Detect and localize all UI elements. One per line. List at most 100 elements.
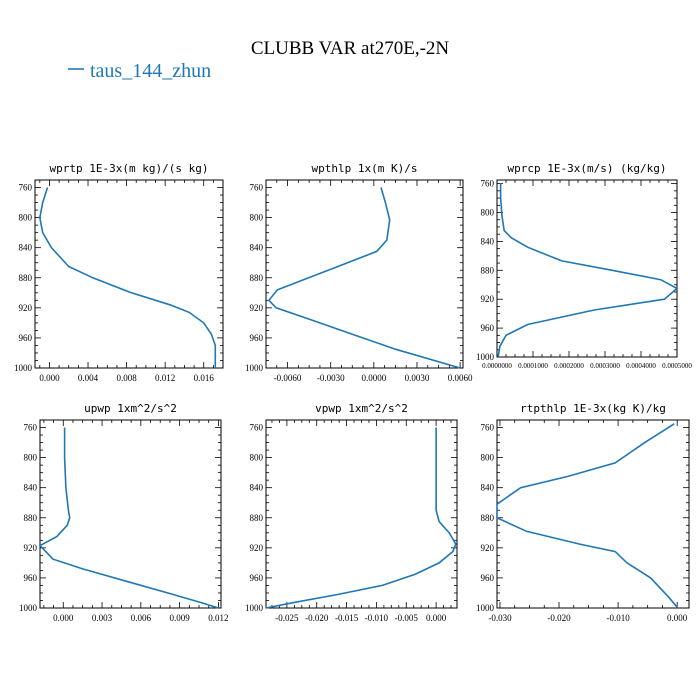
y-tick-label: 1000 xyxy=(14,363,33,373)
y-tick-label: 960 xyxy=(250,333,264,343)
y-tick-label: 1000 xyxy=(245,363,264,373)
legend: taus_144_zhun xyxy=(68,60,211,82)
y-tick-label: 760 xyxy=(481,423,495,433)
x-tick-label: 0.0004000 xyxy=(626,362,656,370)
series-line xyxy=(496,423,679,609)
y-tick-label: 920 xyxy=(19,303,33,313)
y-tick-label: 960 xyxy=(481,323,495,333)
panel-2: wpthlp 1x(m K)/s 760 800 840 880 920 960 1000 -0… xyxy=(245,162,473,383)
x-tick-label: -0.025 xyxy=(275,613,299,623)
panel-1: wprtp 1E-3x(m kg)/(s kg) 760 800 840 880 920 9… xyxy=(14,162,224,383)
y-tick-label: 880 xyxy=(24,513,38,523)
y-tick-label: 760 xyxy=(24,423,38,433)
panel-3: wprcp 1E-3x(m/s) (kg/kg) 760 800 840 880 920 9… xyxy=(476,162,692,370)
series-line xyxy=(38,187,217,368)
x-tick-label: 0.0002000 xyxy=(554,362,584,370)
panel-title: wprcp 1E-3x(m/s) (kg/kg) xyxy=(508,162,667,175)
y-tick-label: 960 xyxy=(24,573,38,583)
y-tick-label: 960 xyxy=(481,573,495,583)
x-tick-label: -0.0030 xyxy=(317,373,345,383)
x-tick-label: 0.0000 xyxy=(361,373,386,383)
plot-frame xyxy=(39,419,222,609)
y-tick-label: 960 xyxy=(250,573,264,583)
y-tick-label: 800 xyxy=(250,453,264,463)
plot-frame xyxy=(496,419,690,609)
x-tick-label: 0.008 xyxy=(116,373,137,383)
y-tick-label: 800 xyxy=(250,213,264,223)
x-tick-label: -0.010 xyxy=(606,613,630,623)
y-tick-label: 760 xyxy=(250,423,264,433)
y-tick-label: 1000 xyxy=(19,603,38,613)
x-tick-label: 0.006 xyxy=(131,613,152,623)
x-tick-label: 0.0000000 xyxy=(482,362,512,370)
plot-frame xyxy=(265,179,464,369)
x-tick-label: 0.000 xyxy=(53,613,74,623)
x-tick-label: 0.009 xyxy=(170,613,191,623)
panel-6: rtpthlp 1E-3x(kg K)/kg 760 800 840 880 920 960… xyxy=(476,402,690,623)
x-tick-label: 0.012 xyxy=(208,613,228,623)
y-tick-label: 880 xyxy=(250,273,264,283)
x-tick-label: 0.003 xyxy=(92,613,113,623)
panel-5: vpwp 1xm^2/s^2 760 800 840 880 920 960 1000 -0.0… xyxy=(245,402,458,623)
x-tick-label: 0.012 xyxy=(155,373,175,383)
y-tick-label: 840 xyxy=(481,236,495,246)
y-tick-label: 840 xyxy=(19,243,33,253)
y-tick-label: 880 xyxy=(19,273,33,283)
panel-title: vpwp 1xm^2/s^2 xyxy=(315,402,408,415)
x-tick-label: 0.0005000 xyxy=(662,362,692,370)
x-tick-label: -0.030 xyxy=(488,613,512,623)
series-line xyxy=(265,427,457,609)
series-line xyxy=(38,427,219,609)
y-tick-label: 840 xyxy=(24,483,38,493)
x-tick-label: -0.005 xyxy=(395,613,419,623)
y-tick-label: 760 xyxy=(19,183,33,193)
y-tick-label: 1000 xyxy=(245,603,264,613)
x-tick-label: 0.0030 xyxy=(405,373,430,383)
x-tick-label: 0.000 xyxy=(426,613,447,623)
x-tick-label: 0.0001000 xyxy=(518,362,548,370)
y-tick-label: 840 xyxy=(481,483,495,493)
plot-frame xyxy=(496,179,678,358)
y-tick-label: 800 xyxy=(24,453,38,463)
y-tick-label: 880 xyxy=(250,513,264,523)
x-tick-label: -0.020 xyxy=(547,613,571,623)
panel-title: wprtp 1E-3x(m kg)/(s kg) xyxy=(50,162,209,175)
panels: wprtp 1E-3x(m kg)/(s kg) 760 800 840 880 920 9… xyxy=(14,162,692,623)
y-tick-label: 880 xyxy=(481,513,495,523)
x-tick-label: 0.000 xyxy=(667,613,688,623)
x-tick-label: 0.0060 xyxy=(448,373,473,383)
y-tick-label: 760 xyxy=(250,183,264,193)
series-line xyxy=(497,183,679,358)
legend-label: taus_144_zhun xyxy=(90,60,211,82)
y-tick-label: 920 xyxy=(250,543,264,553)
plot-frame xyxy=(265,419,458,609)
plot-frame xyxy=(34,179,224,369)
y-tick-label: 1000 xyxy=(476,603,495,613)
x-tick-label: -0.010 xyxy=(365,613,389,623)
panel-title: rtpthlp 1E-3x(kg K)/kg xyxy=(520,402,666,415)
y-tick-label: 800 xyxy=(481,453,495,463)
y-tick-label: 920 xyxy=(481,294,495,304)
x-tick-label: 0.016 xyxy=(194,373,215,383)
y-tick-label: 800 xyxy=(481,208,495,218)
x-tick-label: -0.020 xyxy=(305,613,329,623)
x-tick-label: 0.0003000 xyxy=(590,362,620,370)
series-line xyxy=(267,187,461,369)
figure-title: CLUBB VAR at270E,-2N xyxy=(251,38,450,59)
y-tick-label: 1000 xyxy=(476,352,495,362)
y-tick-label: 880 xyxy=(481,265,495,275)
y-tick-label: 840 xyxy=(250,483,264,493)
y-tick-label: 760 xyxy=(481,179,495,189)
y-tick-label: 920 xyxy=(250,303,264,313)
x-tick-label: 0.004 xyxy=(78,373,99,383)
panel-title: upwp 1xm^2/s^2 xyxy=(84,402,177,415)
y-tick-label: 840 xyxy=(250,243,264,253)
y-tick-label: 920 xyxy=(24,543,38,553)
x-tick-label: -0.0060 xyxy=(274,373,302,383)
panel-title: wpthlp 1x(m K)/s xyxy=(312,162,418,175)
panel-4: upwp 1xm^2/s^2 760 800 840 880 920 960 1000 0.00… xyxy=(19,402,229,623)
x-tick-label: 0.000 xyxy=(39,373,60,383)
y-tick-label: 920 xyxy=(481,543,495,553)
y-tick-label: 800 xyxy=(19,213,33,223)
